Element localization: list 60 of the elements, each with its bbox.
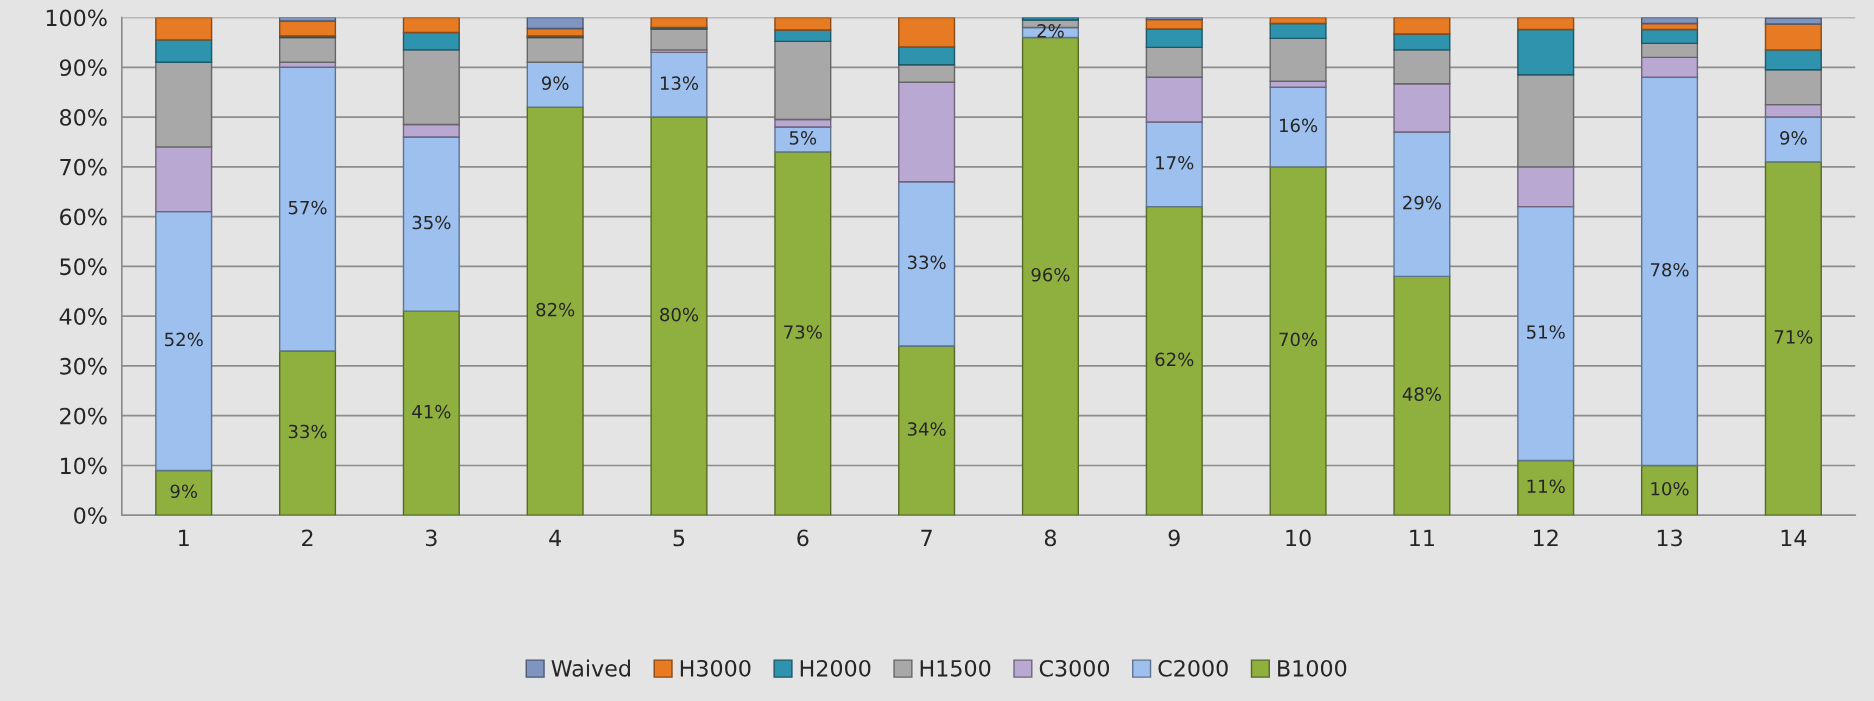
- x-tick-label: 10: [1286, 529, 1311, 547]
- data-label: 51%: [1527, 325, 1565, 339]
- x-tick-label: 13: [1657, 529, 1682, 547]
- y-tick-label: 50%: [60, 258, 107, 276]
- legend-label: C2000: [1158, 659, 1228, 677]
- data-label: 57%: [288, 200, 327, 215]
- data-label: 9%: [1780, 131, 1807, 145]
- data-label: 10%: [1651, 481, 1689, 496]
- y-tick-label: 30%: [60, 357, 107, 375]
- data-label: 33%: [288, 424, 327, 439]
- y-tick-label: 20%: [60, 407, 107, 425]
- data-label: 82%: [536, 302, 575, 317]
- data-label: 48%: [1402, 387, 1441, 402]
- x-tick-label: 1: [179, 529, 189, 547]
- data-label: 33%: [907, 255, 946, 270]
- legend-label: Waived: [551, 659, 630, 677]
- y-tick-label: 100%: [46, 9, 107, 27]
- legend-label: C3000: [1039, 659, 1110, 677]
- y-tick-label: 40%: [59, 308, 107, 325]
- data-label: 70%: [1279, 332, 1318, 347]
- data-label: 34%: [907, 422, 946, 436]
- legend-label: B1000: [1278, 659, 1347, 677]
- data-label: 96%: [1031, 267, 1070, 282]
- legend-label: H1500: [920, 659, 991, 677]
- x-tick-label: 7: [921, 529, 932, 547]
- x-tick-label: 8: [1044, 529, 1056, 547]
- x-tick-label: 12: [1534, 529, 1558, 547]
- x-tick-label: 11: [1410, 529, 1434, 547]
- data-label: 5%: [789, 131, 817, 145]
- x-tick-label: 5: [673, 529, 685, 547]
- y-tick-label: 70%: [60, 158, 107, 176]
- x-tick-label: 4: [549, 529, 561, 547]
- data-label: 11%: [1527, 479, 1565, 494]
- x-tick-label: 9: [1168, 529, 1180, 547]
- data-label: 41%: [412, 404, 451, 419]
- y-tick-label: 90%: [59, 59, 107, 77]
- data-label: 80%: [660, 307, 699, 322]
- data-label: 2%: [1037, 24, 1064, 38]
- y-tick-label: 10%: [60, 457, 107, 475]
- data-label: 16%: [1280, 118, 1318, 133]
- legend-label: H3000: [680, 659, 751, 677]
- data-label: 29%: [1403, 195, 1441, 210]
- data-label: 35%: [412, 215, 451, 230]
- x-tick-label: 2: [302, 529, 313, 547]
- data-label: 9%: [170, 484, 198, 499]
- data-label: 71%: [1774, 330, 1813, 344]
- data-label: 52%: [165, 332, 203, 347]
- x-tick-label: 14: [1781, 529, 1807, 547]
- data-label: 17%: [1156, 155, 1194, 170]
- y-tick-label: 0%: [74, 507, 107, 524]
- y-tick-label: 80%: [60, 109, 107, 126]
- x-tick-label: 3: [425, 529, 437, 547]
- data-label: 62%: [1155, 352, 1194, 367]
- y-tick-label: 60%: [60, 208, 107, 226]
- data-label: 9%: [541, 76, 569, 90]
- data-label: 78%: [1650, 262, 1689, 277]
- legend-label: H2000: [800, 659, 871, 677]
- data-label: 73%: [784, 325, 822, 339]
- x-tick-label: 6: [797, 529, 809, 547]
- data-label: 13%: [660, 76, 699, 90]
